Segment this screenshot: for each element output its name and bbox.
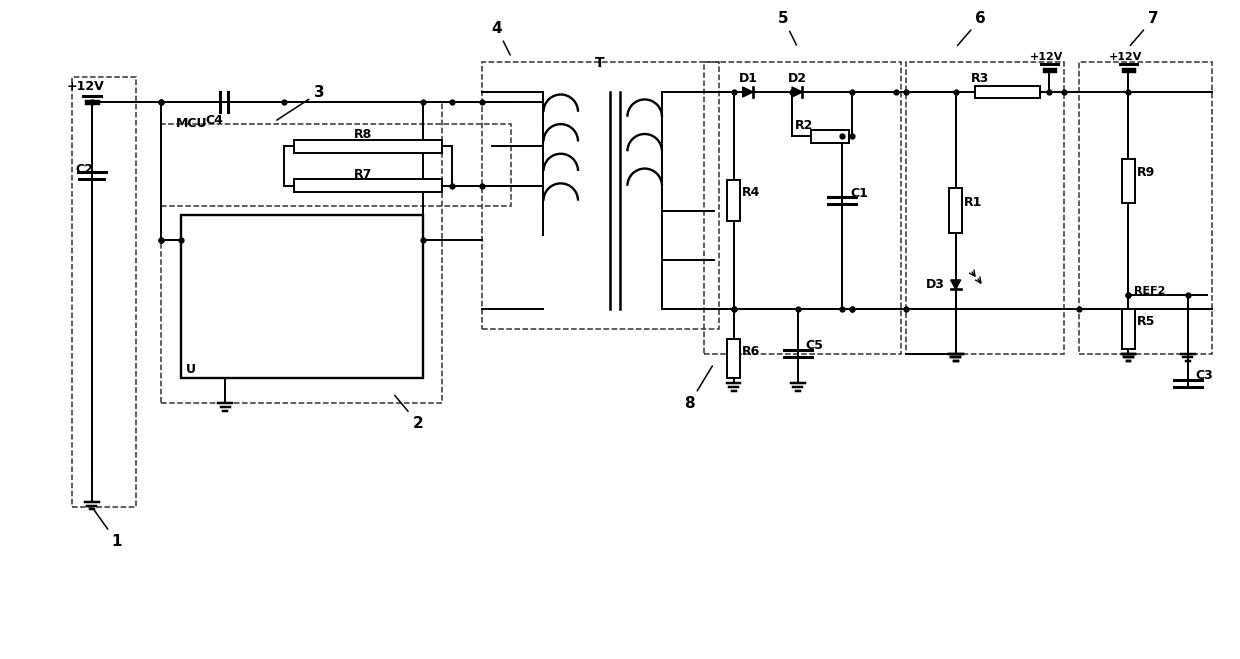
Polygon shape (743, 87, 753, 97)
Bar (906, 63, 1064, 354)
Polygon shape (792, 87, 802, 97)
Text: C3: C3 (1195, 369, 1214, 382)
Text: R4: R4 (742, 186, 760, 199)
Bar (727, 180, 740, 221)
Text: 1: 1 (93, 509, 122, 549)
Text: R3: R3 (971, 72, 988, 85)
Text: 3: 3 (277, 85, 325, 120)
Text: REF2: REF2 (1135, 287, 1166, 297)
Bar (950, 188, 962, 233)
Text: 6: 6 (957, 11, 986, 45)
Text: 7: 7 (1131, 11, 1159, 45)
Bar (72, 77, 136, 507)
Text: R8: R8 (353, 129, 372, 142)
Text: R5: R5 (1136, 315, 1154, 328)
Bar (78, 178, 105, 181)
Bar (181, 215, 423, 378)
Bar (727, 339, 740, 378)
Bar (161, 102, 443, 403)
Bar (1122, 309, 1135, 349)
Text: R1: R1 (963, 196, 982, 209)
Bar (704, 63, 901, 354)
Text: 8: 8 (684, 366, 712, 411)
Text: MCU: MCU (176, 117, 207, 130)
Text: +12V: +12V (1109, 53, 1142, 63)
Bar (1079, 63, 1213, 354)
Bar (811, 130, 848, 142)
Bar (294, 140, 443, 153)
Text: R2: R2 (795, 119, 813, 132)
Text: D2: D2 (787, 72, 807, 85)
Text: +12V: +12V (67, 80, 105, 93)
Text: +12V: +12V (1029, 53, 1063, 63)
Text: R6: R6 (742, 345, 760, 358)
Text: C2: C2 (74, 163, 93, 176)
Bar (482, 63, 719, 329)
Text: C5: C5 (806, 339, 823, 352)
Text: 5: 5 (777, 11, 796, 45)
Text: T: T (595, 57, 605, 71)
Text: D3: D3 (926, 277, 945, 291)
Text: U: U (186, 363, 196, 376)
Text: D1: D1 (739, 72, 758, 85)
Text: C1: C1 (851, 186, 868, 200)
Text: R9: R9 (1136, 166, 1154, 179)
Text: R7: R7 (353, 168, 372, 181)
Text: C4: C4 (206, 113, 223, 127)
Polygon shape (951, 280, 961, 289)
Text: 4: 4 (491, 21, 510, 55)
Bar (161, 124, 511, 206)
Text: 2: 2 (394, 395, 423, 431)
Bar (976, 86, 1039, 98)
Bar (1122, 159, 1135, 203)
Bar (294, 179, 443, 192)
